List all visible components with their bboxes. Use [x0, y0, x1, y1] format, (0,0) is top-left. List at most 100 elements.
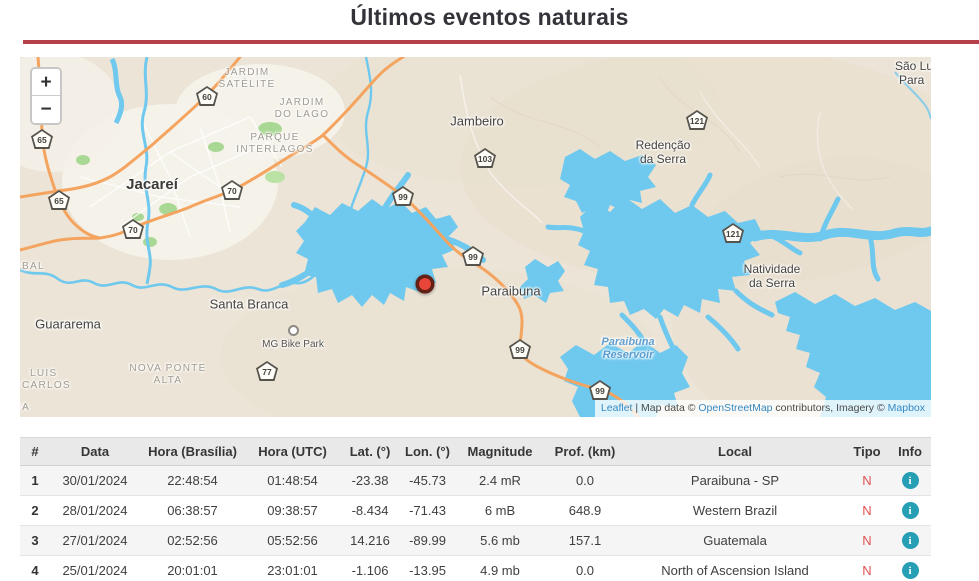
cell-prof: 648.9 [545, 495, 625, 526]
road-shield: 60 [196, 86, 218, 106]
table-row: 4 25/01/2024 20:01:01 23:01:01 -1.106 -1… [20, 555, 931, 581]
road-shield: 121 [686, 110, 708, 130]
cell-index: 1 [20, 465, 50, 496]
cell-info: i [889, 525, 931, 556]
table-header-row: # Data Hora (Brasília) Hora (UTC) Lat. (… [20, 437, 931, 466]
cell-tipo: N [845, 525, 889, 556]
cell-info: i [889, 555, 931, 581]
col-header-hora-brasilia: Hora (Brasília) [140, 437, 245, 466]
cell-hora-brasilia: 06:38:57 [140, 495, 245, 526]
openstreetmap-link[interactable]: OpenStreetMap [698, 402, 773, 414]
cell-lon: -45.73 [400, 465, 455, 496]
attribution-text: contributors, Imagery © [772, 402, 888, 414]
map-label-redencao-da-serra: Redenção da Serra [635, 137, 691, 166]
road-shield: 70 [221, 180, 243, 200]
cell-data: 30/01/2024 [50, 465, 140, 496]
cell-lon: -13.95 [400, 555, 455, 581]
mapbox-link[interactable]: Mapbox [887, 402, 925, 414]
map-label-jardim-do-lago: JARDIM DO LAGO [274, 97, 330, 120]
road-shield: 70 [122, 219, 144, 239]
map[interactable]: 65 65 60 70 70 103 99 99 99 99 77 121 12… [20, 57, 931, 417]
cell-hora-brasilia: 02:52:56 [140, 525, 245, 556]
map-label-mg-bike-park: MG Bike Park [262, 339, 324, 351]
map-label-luis-carlos: LUIS CARLOS [22, 368, 71, 391]
table-row: 1 30/01/2024 22:48:54 01:48:54 -23.38 -4… [20, 465, 931, 496]
leaflet-link[interactable]: Leaflet [600, 402, 633, 414]
cell-index: 2 [20, 495, 50, 526]
map-label-guararema: Guararema [35, 316, 101, 332]
map-label-jacarei: Jacareí [126, 176, 178, 194]
map-label-ia: IA [20, 402, 31, 413]
events-table: # Data Hora (Brasília) Hora (UTC) Lat. (… [20, 437, 931, 581]
map-label-parque-interlagos: PARQUE INTERLAGOS [236, 132, 314, 155]
cell-lon: -71.43 [400, 495, 455, 526]
cell-hora-utc: 01:48:54 [245, 465, 340, 496]
cell-magnitude: 2.4 mR [455, 465, 545, 496]
map-label-jambeiro: Jambeiro [450, 113, 504, 129]
cell-hora-utc: 05:52:56 [245, 525, 340, 556]
map-label-paraibuna: Paraibuna [481, 283, 541, 299]
map-label-natividade-da-serra: Natividade da Serra [743, 261, 801, 290]
map-canvas [20, 57, 931, 417]
cell-info: i [889, 465, 931, 496]
col-header-info: Info [889, 437, 931, 466]
cell-magnitude: 4.9 mb [455, 555, 545, 581]
minor-roads [79, 74, 853, 238]
col-header-local: Local [625, 437, 845, 466]
road-shield: 103 [474, 148, 496, 168]
cell-local: Western Brazil [625, 495, 845, 526]
map-label-sao-luis-paraitinga: São Lu Para [895, 59, 931, 88]
road-shield: 65 [31, 129, 53, 149]
col-header-data: Data [50, 437, 140, 466]
cell-lon: -89.99 [400, 525, 455, 556]
road-shield: 99 [589, 380, 611, 400]
map-zoom-control: + − [30, 67, 62, 125]
col-header-index: # [20, 437, 50, 466]
event-marker[interactable] [415, 274, 435, 294]
cell-local: North of Ascension Island [625, 555, 845, 581]
info-icon[interactable]: i [901, 472, 919, 490]
zoom-out-button[interactable]: − [32, 96, 60, 123]
cell-prof: 157.1 [545, 525, 625, 556]
cell-tipo: N [845, 555, 889, 581]
cell-lat: -8.434 [340, 495, 400, 526]
col-header-tipo: Tipo [845, 437, 889, 466]
road-shield: 77 [256, 361, 278, 381]
info-icon[interactable]: i [901, 532, 919, 550]
map-label-paraibuna-reservoir: Paraibuna Reservoir [601, 336, 655, 361]
cell-hora-utc: 09:38:57 [245, 495, 340, 526]
col-header-magnitude: Magnitude [455, 437, 545, 466]
cell-local: Guatemala [625, 525, 845, 556]
road-shield: 99 [392, 186, 414, 206]
info-icon[interactable]: i [901, 502, 919, 520]
road-shield: 99 [509, 339, 531, 359]
map-attribution: Leaflet | Map data © OpenStreetMap contr… [594, 400, 931, 417]
cell-info: i [889, 495, 931, 526]
cell-hora-brasilia: 22:48:54 [140, 465, 245, 496]
map-label-iabal: IABAL [20, 261, 45, 272]
road-shield: 65 [48, 190, 70, 210]
cell-index: 3 [20, 525, 50, 556]
cell-lat: 14.216 [340, 525, 400, 556]
table-row: 3 27/01/2024 02:52:56 05:52:56 14.216 -8… [20, 525, 931, 556]
cell-data: 28/01/2024 [50, 495, 140, 526]
table-row: 2 28/01/2024 06:38:57 09:38:57 -8.434 -7… [20, 495, 931, 526]
col-header-lon: Lon. (°) [400, 437, 455, 466]
cell-lat: -23.38 [340, 465, 400, 496]
poi-icon [288, 325, 299, 336]
map-label-nova-ponte-alta: NOVA PONTE ALTA [129, 363, 207, 386]
cell-local: Paraibuna - SP [625, 465, 845, 496]
road-shield: 121 [722, 223, 744, 243]
cell-data: 25/01/2024 [50, 555, 140, 581]
cell-prof: 0.0 [545, 465, 625, 496]
col-header-hora-utc: Hora (UTC) [245, 437, 340, 466]
cell-lat: -1.106 [340, 555, 400, 581]
info-icon[interactable]: i [901, 562, 919, 580]
cell-index: 4 [20, 555, 50, 581]
zoom-in-button[interactable]: + [32, 69, 60, 96]
attribution-text: | Map data © [632, 402, 699, 414]
road-shield: 99 [462, 246, 484, 266]
cell-hora-brasilia: 20:01:01 [140, 555, 245, 581]
page-title: Últimos eventos naturais [350, 4, 629, 30]
